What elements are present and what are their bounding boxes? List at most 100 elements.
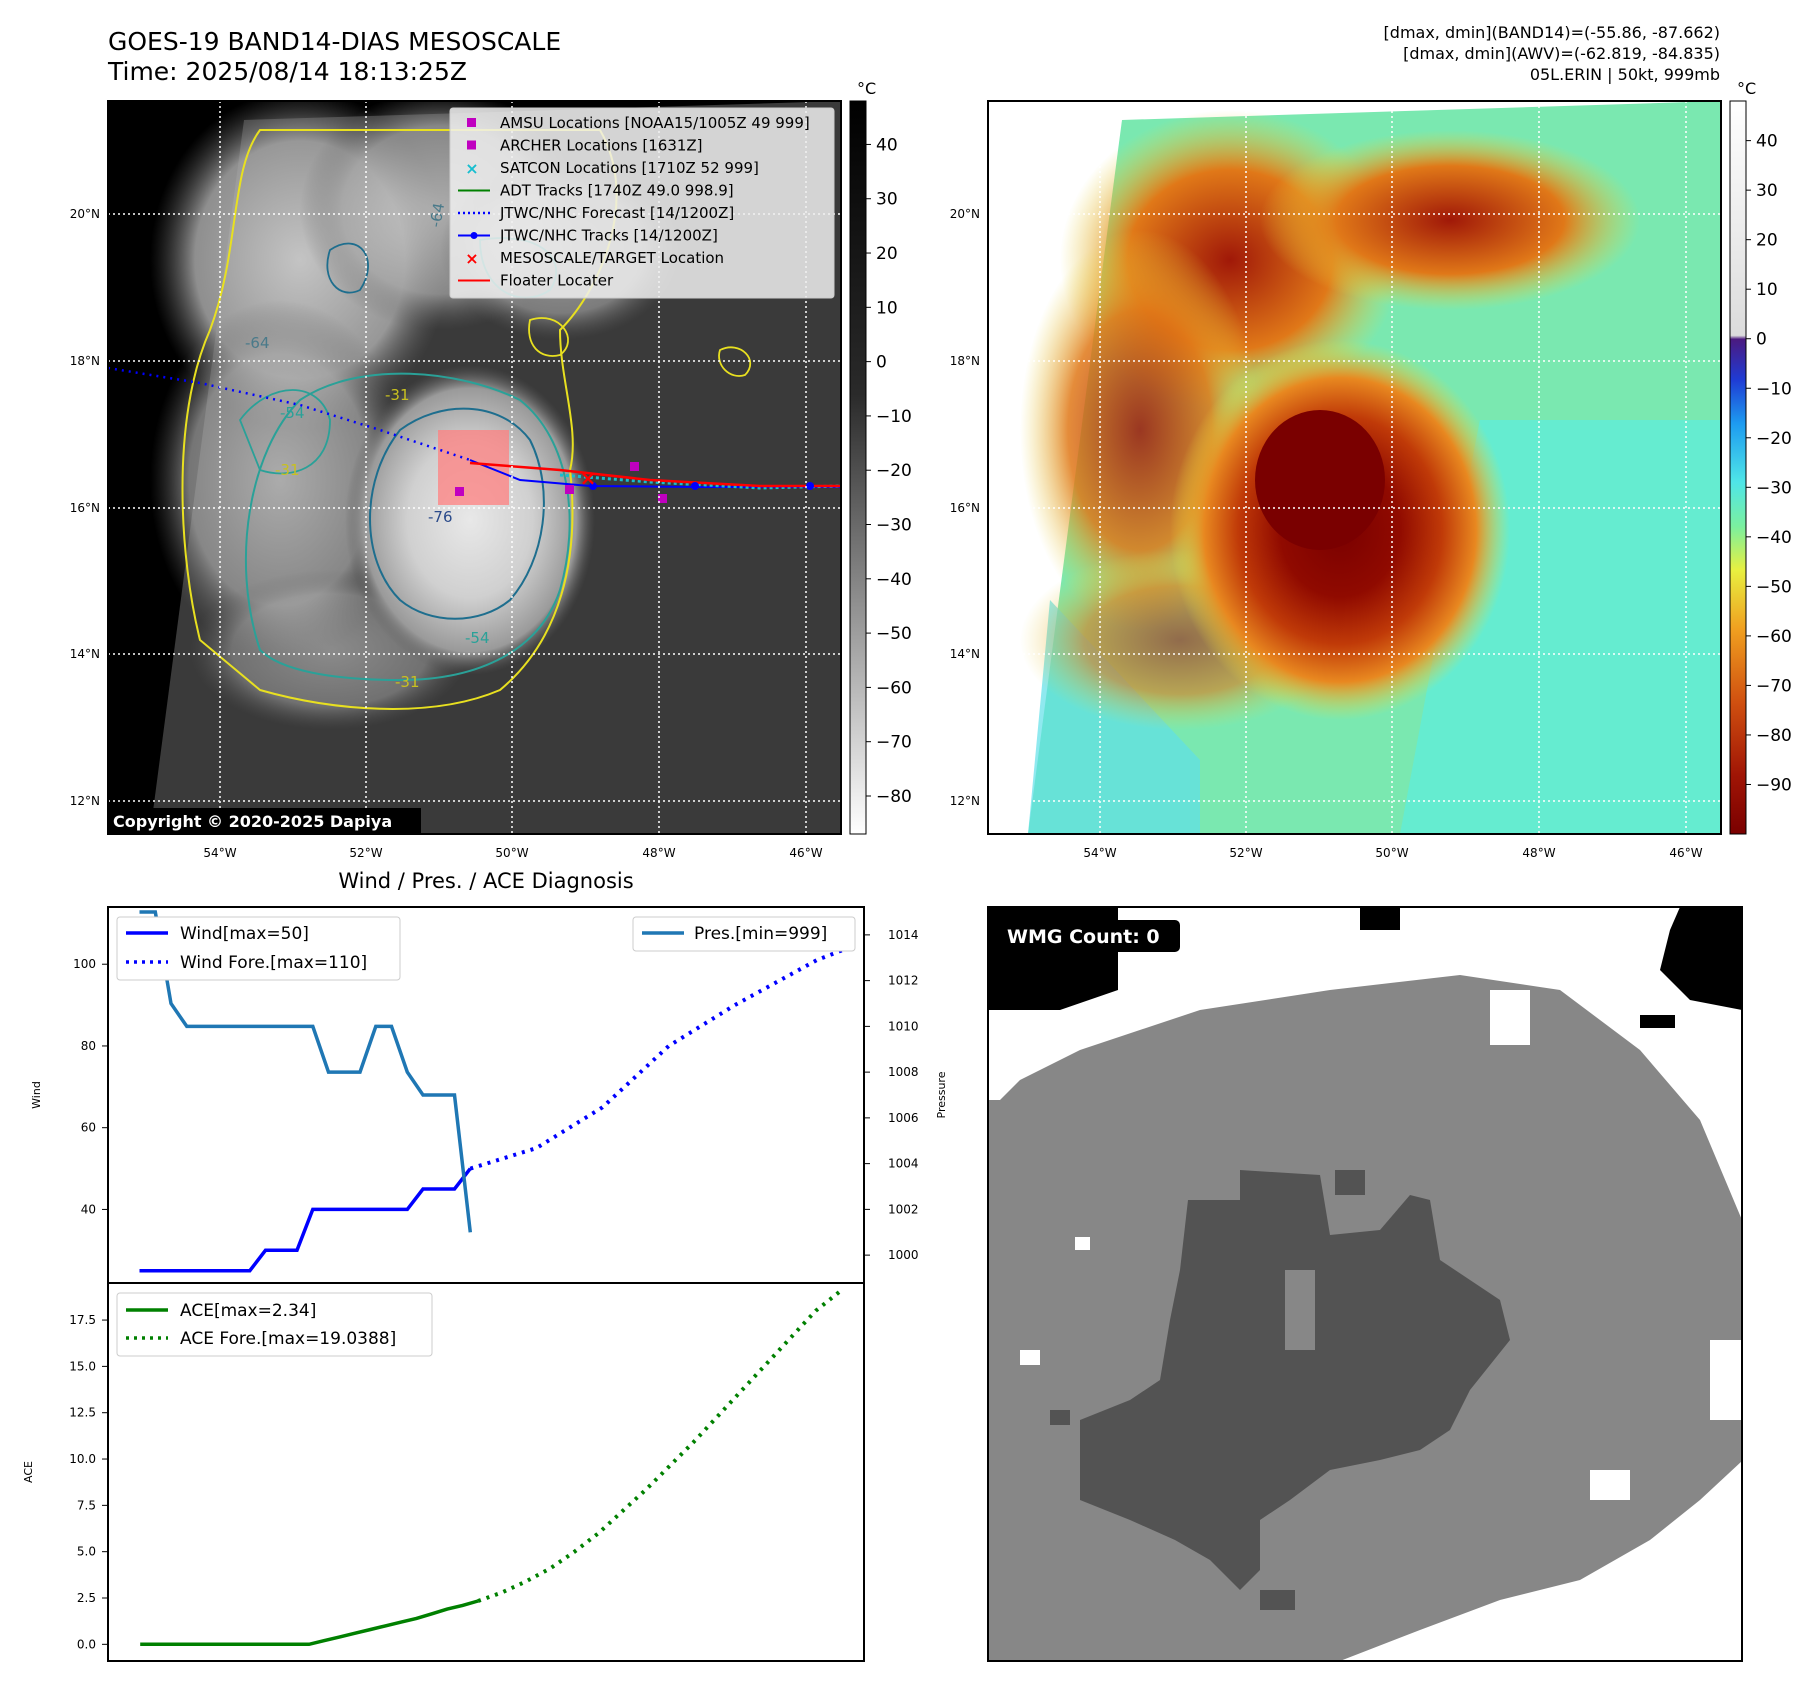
colorbar-tick: 30 <box>876 190 898 210</box>
colorbar-tick: −40 <box>876 570 912 590</box>
legend-label: AMSU Locations [NOAA15/1005Z 49 999] <box>500 114 810 132</box>
pressure-tick: 1010 <box>888 1019 919 1033</box>
stats-band14: [dmax, dmin](BAND14)=(-55.86, -87.662) <box>1384 23 1720 42</box>
colorbar-tick: −70 <box>876 733 912 753</box>
legend-entry: × MESOSCALE/TARGET Location <box>465 249 724 268</box>
colorbar-tick: 40 <box>1756 132 1778 152</box>
legend-entry: JTWC/NHC Tracks [14/1200Z] <box>458 227 718 245</box>
colorbar-tick: 10 <box>876 298 898 318</box>
colorbar-tick: −30 <box>1756 478 1792 498</box>
lat-label: 12°N <box>70 794 100 808</box>
wind-ylabel: Wind <box>30 1081 43 1109</box>
floater-box <box>438 430 509 505</box>
wind-legend-label: Wind[max=50] <box>180 924 309 944</box>
lat-label: 20°N <box>70 207 100 221</box>
lat-label: 14°N <box>70 647 100 661</box>
legend-label: ARCHER Locations [1631Z] <box>500 137 703 155</box>
figure-title: GOES-19 BAND14-DIAS MESOSCALE <box>108 27 561 56</box>
ace-legend-label: ACE[max=2.34] <box>180 1301 316 1321</box>
wmg-count-label: WMG Count: 0 <box>1007 926 1160 948</box>
legend-label: SATCON Locations [1710Z 52 999] <box>500 159 759 177</box>
lon-label: 54°W <box>203 846 236 860</box>
legend-label: JTWC/NHC Forecast [14/1200Z] <box>499 204 734 222</box>
lon-label: 48°W <box>1522 846 1555 860</box>
colorbar-unit: °C <box>1737 79 1756 98</box>
colorbar-unit: °C <box>857 79 876 98</box>
legend-entry: JTWC/NHC Forecast [14/1200Z] <box>458 204 734 222</box>
contour-label: -31 <box>275 461 300 479</box>
ace-series-line-1 <box>477 1289 842 1603</box>
contour-label: -31 <box>395 673 420 691</box>
wind-legend: Wind[max=50] Wind Fore.[max=110] <box>116 916 401 981</box>
diagnosis-title: Wind / Pres. / ACE Diagnosis <box>338 869 633 893</box>
legend-entry: AMSU Locations [NOAA15/1005Z 49 999] <box>467 114 810 132</box>
lat-label: 18°N <box>70 354 100 368</box>
legend-entry: × SATCON Locations [1710Z 52 999] <box>465 159 759 178</box>
wind-tick: 100 <box>73 957 96 971</box>
colorbar-tick: −50 <box>1756 577 1792 597</box>
wind-pressure-chart: 40 60 80 100 1000 1002 1004 1006 1008 1010 1012 101… <box>30 906 948 1284</box>
ace-legend: ACE[max=2.34] ACE Fore.[max=19.0388] <box>116 1292 433 1357</box>
colorbar-tick: −10 <box>876 407 912 427</box>
ace-tick: 2.5 <box>77 1591 96 1605</box>
lon-label: 52°W <box>349 846 382 860</box>
ace-series-line-0 <box>140 1599 479 1647</box>
colorbar-tick: −60 <box>876 678 912 698</box>
colorbar-tick: −20 <box>876 461 912 481</box>
contour-label: -64 <box>245 334 270 352</box>
lon-label: 50°W <box>495 846 528 860</box>
pressure-legend: Pres.[min=999] <box>632 916 856 952</box>
ace-tick: 15.0 <box>69 1359 96 1373</box>
series-line-2 <box>139 910 473 1233</box>
colorbar-tick: 0 <box>1756 330 1767 350</box>
ace-tick: 10.0 <box>69 1452 96 1466</box>
colorbar-tick: −10 <box>1756 379 1792 399</box>
storm-info: 05L.ERIN | 50kt, 999mb <box>1530 65 1720 84</box>
ace-tick: 17.5 <box>69 1313 96 1327</box>
lat-label: 16°N <box>950 501 980 515</box>
lat-label: 14°N <box>950 647 980 661</box>
colorbar-tick: 10 <box>1756 280 1778 300</box>
lat-label: 12°N <box>950 794 980 808</box>
ace-tick: 12.5 <box>69 1406 96 1420</box>
legend-entry: Floater Locater <box>458 272 614 290</box>
pressure-tick: 1000 <box>888 1248 919 1262</box>
lon-label: 46°W <box>1669 846 1702 860</box>
wind-tick: 60 <box>81 1121 96 1135</box>
svg-text:×: × <box>465 159 478 178</box>
colorbar-tick: −50 <box>876 624 912 644</box>
lat-label: 16°N <box>70 501 100 515</box>
pressure-tick: 1012 <box>888 974 919 988</box>
colorbar-tick: 40 <box>876 135 898 155</box>
lat-label: 18°N <box>950 354 980 368</box>
pressure-tick: 1008 <box>888 1065 919 1079</box>
lon-label: 50°W <box>1375 846 1408 860</box>
colorbar-tick: 20 <box>1756 231 1778 251</box>
pressure-tick: 1014 <box>888 928 919 942</box>
ir-color-map <box>987 100 1722 835</box>
lon-label: 52°W <box>1229 846 1262 860</box>
legend-entry: ADT Tracks [1740Z 49.0 998.9] <box>458 182 734 200</box>
lon-label: 48°W <box>642 846 675 860</box>
legend-label: MESOSCALE/TARGET Location <box>500 249 724 267</box>
contour-label: -64 <box>426 201 448 228</box>
colorbar-tick: −60 <box>1756 627 1792 647</box>
pressure-ylabel: Pressure <box>935 1071 948 1118</box>
series-line-0 <box>139 1167 472 1273</box>
legend-label: ADT Tracks [1740Z 49.0 998.9] <box>500 182 734 200</box>
ir-grayscale-map: -64 -54 -31 -76 -54 -31 -64 -31 × <box>107 100 842 835</box>
wmg-count-badge <box>1000 920 1180 952</box>
figure-time: Time: 2025/08/14 18:13:25Z <box>107 57 467 86</box>
contour-label: -31 <box>385 386 410 404</box>
lon-label: 46°W <box>789 846 822 860</box>
ace-forecast-legend-label: ACE Fore.[max=19.0388] <box>180 1329 396 1349</box>
lat-label: 20°N <box>950 207 980 221</box>
colorbar-tick: −70 <box>1756 676 1792 696</box>
ace-tick: 0.0 <box>77 1637 96 1651</box>
floater-track <box>469 461 841 488</box>
colorbar-tick: −40 <box>1756 528 1792 548</box>
ace-tick: 7.5 <box>77 1498 96 1512</box>
pressure-legend-label: Pres.[min=999] <box>694 924 827 944</box>
colorbar-tick: 30 <box>1756 181 1778 201</box>
contour-label: -54 <box>465 629 490 647</box>
